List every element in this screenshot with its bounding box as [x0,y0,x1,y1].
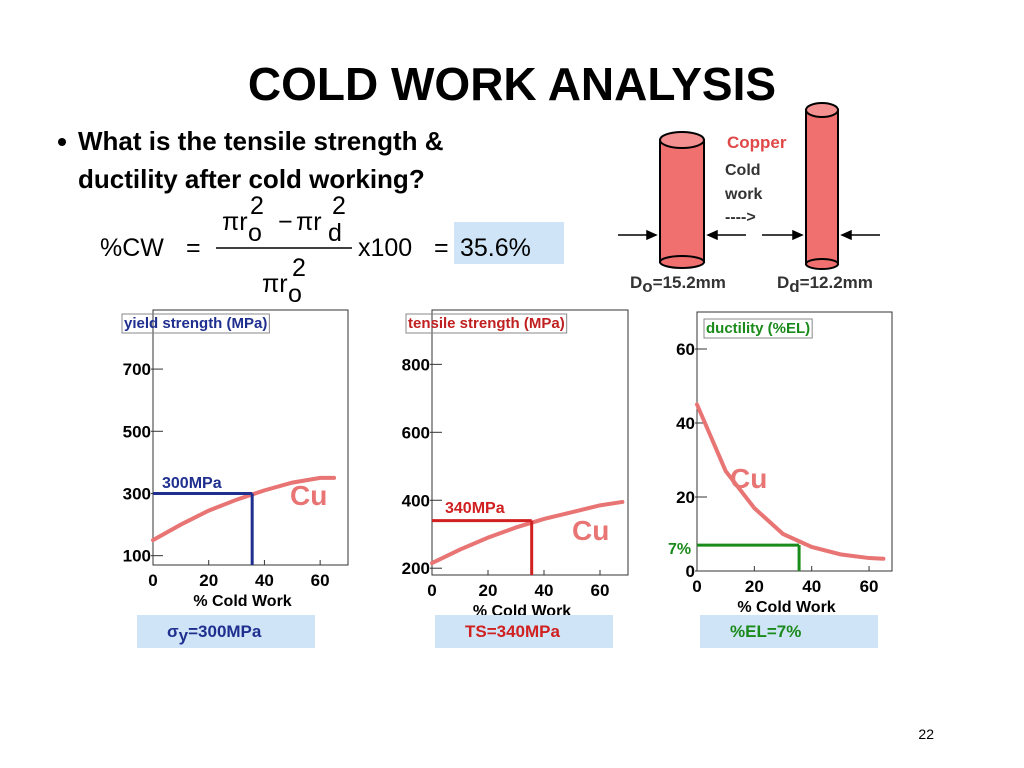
process-label: ----> [725,209,756,226]
y-tick-label: 800 [402,355,430,374]
formula-pi-r: πr [222,208,248,236]
x-tick-label: 20 [479,581,498,600]
x-tick-label: 60 [860,577,879,596]
y-tick-label: 100 [123,547,151,566]
result-box [435,615,613,648]
symbol: D [777,273,789,292]
formula-sub: o [288,280,302,308]
formula: %CW = πr o 2 − πr d 2 πr o 2 x100 = 35.6… [100,192,564,308]
formula-sub: d [328,219,342,247]
reference-label: 7% [668,541,691,558]
y-tick-label: 400 [402,491,430,510]
subscript: o [642,277,652,296]
x-tick-label: 0 [427,581,436,600]
y-tick-label: 500 [123,422,151,441]
x-axis-label: % Cold Work [193,593,291,610]
value: =15.2mm [653,273,726,292]
chart-title-frame [121,313,270,334]
formula-lhs: %CW [100,234,164,262]
series-line [430,499,625,566]
slide-title: COLD WORK ANALYSIS [248,58,776,110]
series-line [695,402,886,561]
cylinder-base [805,258,839,270]
x-tick-label: 60 [591,581,610,600]
y-tick-label: 700 [123,360,151,379]
formula-exp: 2 [332,192,346,220]
series-line [151,475,337,543]
diameter-label: Do=15.2mm [630,273,726,296]
y-tick-label: 20 [676,488,695,507]
x-tick-label: 0 [692,577,701,596]
y-tick-label: 600 [402,423,430,442]
chart-title: ductility (%EL) [706,320,810,337]
result-symbol: σ [167,622,179,641]
x-tick-label: 60 [311,571,330,590]
result-box [700,615,878,648]
series-label: Cu [290,480,327,511]
formula-pi-r: πr [296,208,322,236]
reference-label: 300MPa [162,475,222,492]
chart-title: yield strength (MPa) [124,315,267,332]
y-tick-label: 200 [402,559,430,578]
x-tick-label: 40 [255,571,274,590]
formula-sub: o [248,219,262,247]
result-text: %EL=7% [730,622,801,641]
cylinder [805,109,839,265]
x-tick-label: 40 [535,581,554,600]
result-text: σy=300MPa [167,622,262,645]
x-tick-label: 40 [802,577,821,596]
cold-work-diagram: Copper Cold work ----> Do=15.2mm Dd=12.2… [618,102,880,296]
cylinder [659,139,705,263]
y-tick-label: 40 [676,414,695,433]
formula-exp: 2 [292,254,306,282]
chart-title-frame [703,318,813,339]
symbol: D [630,273,642,292]
value: =12.2mm [800,273,873,292]
page-number: 22 [918,726,934,742]
cylinder-top [805,102,839,118]
formula-exp: 2 [250,192,264,220]
cylinder-base [659,255,705,269]
y-tick-label: 0 [686,562,695,581]
formula-equals: = [186,234,201,262]
material-label: Copper [727,133,787,152]
x-tick-label: 0 [148,571,157,590]
cylinder-top [659,131,705,149]
plot-frame [152,309,349,566]
plot-frame [696,311,893,572]
arrows [618,229,880,241]
result-text: TS=340MPa [465,622,561,641]
formula-equals: = [434,234,449,262]
bullet-box: What is the tensile strength & ductility… [78,126,444,194]
series-label: Cu [730,463,767,494]
formula-factor: x100 [358,234,412,262]
x-tick-label: 20 [745,577,764,596]
bullet-text: What is the tensile strength & ductility… [78,126,444,194]
result-box [137,615,315,648]
plot-frame [431,309,629,576]
process-label: Cold [725,162,761,179]
chart-title: tensile strength (MPa) [408,315,565,332]
x-axis-label: % Cold Work [737,599,835,616]
process-label: work [724,186,762,203]
reference-label: 340MPa [445,500,505,517]
diameter-label: Dd=12.2mm [777,273,873,296]
chart-title-frame [405,313,568,334]
result-text: =300MPa [188,622,262,641]
result-text: TS=340MPa [465,622,561,641]
formula-pi-r: πr [262,270,288,298]
subscript: d [789,277,799,296]
formula-result: 35.6% [460,234,531,262]
result-sub: y [179,626,189,645]
x-tick-label: 20 [199,571,218,590]
formula-minus: − [278,208,293,236]
series-label: Cu [572,515,609,546]
y-tick-label: 300 [123,484,151,503]
bullet-dot [58,138,66,146]
y-tick-label: 60 [676,340,695,359]
result-highlight [454,222,564,264]
result-text: %EL=7% [730,622,801,641]
